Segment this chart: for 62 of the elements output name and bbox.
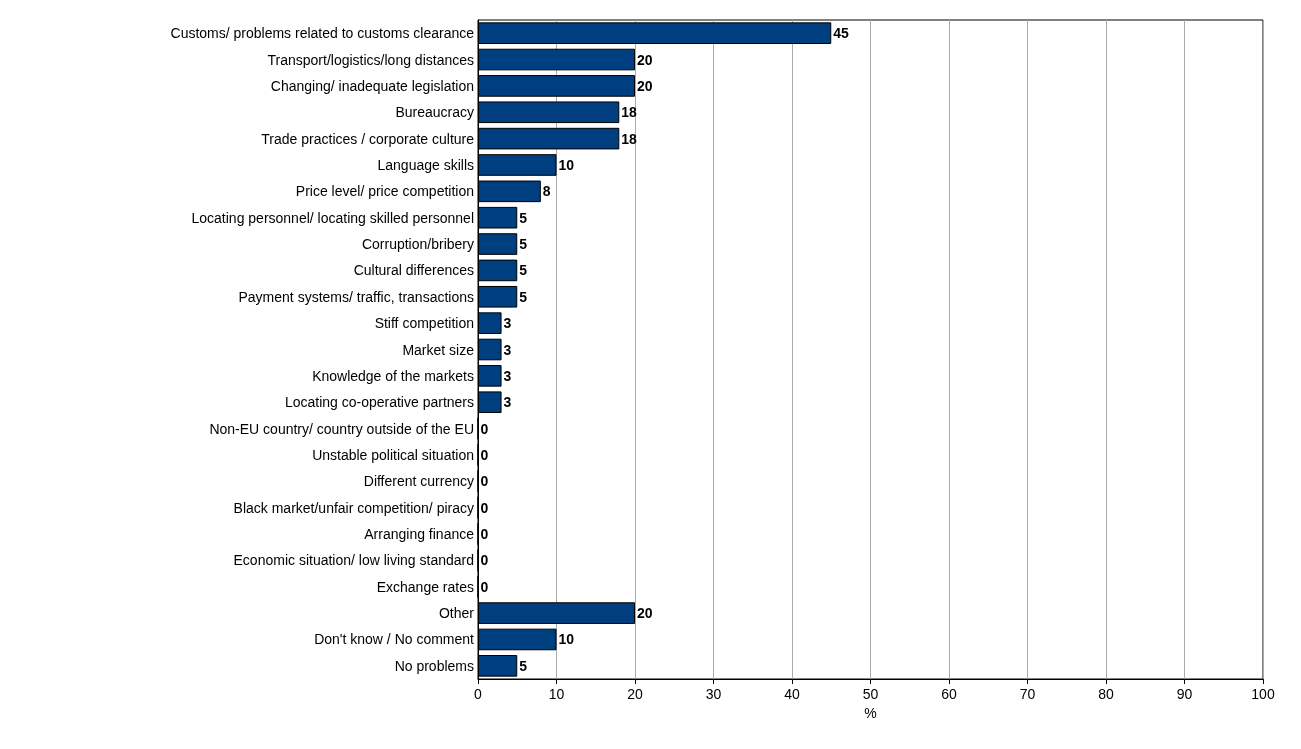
- data-label: 20: [637, 605, 653, 622]
- y-tick-label: Exchange rates: [376, 578, 474, 595]
- data-label: 5: [519, 236, 528, 253]
- data-label: 10: [558, 631, 575, 648]
- data-label: 3: [503, 394, 512, 411]
- data-label: 5: [519, 209, 528, 226]
- y-tick-label: Non-EU country/ country outside of the EU: [209, 420, 474, 437]
- data-label: 0: [480, 446, 489, 463]
- y-tick-label: Price level/ price competition: [295, 183, 474, 200]
- data-label: 8: [542, 183, 551, 200]
- x-axis-title: %: [864, 704, 877, 721]
- data-label: 3: [503, 341, 512, 358]
- y-tick-label: Market size: [402, 341, 475, 358]
- x-tick-label: 0: [474, 686, 483, 702]
- x-tick-label: 40: [784, 686, 800, 702]
- y-tick-label: Customs/ problems related to customs clearance: [170, 25, 475, 42]
- data-label: 5: [519, 262, 528, 279]
- x-tick-label: 10: [548, 686, 565, 702]
- x-tick-label: 100: [1251, 686, 1275, 702]
- x-tick-label: 90: [1176, 686, 1193, 702]
- y-tick-label: Trade practices / corporate culture: [261, 130, 475, 147]
- data-label: 0: [480, 473, 489, 490]
- data-label: 18: [621, 104, 638, 121]
- y-tick-label: Arranging finance: [364, 526, 475, 543]
- x-tick-label: 30: [705, 686, 722, 702]
- data-label: 0: [480, 526, 489, 543]
- y-tick-label: Cultural differences: [353, 262, 474, 279]
- y-tick-label: Black market/unfair competition/ piracy: [233, 499, 474, 516]
- y-tick-label: Other: [438, 605, 475, 622]
- data-label: 0: [480, 578, 489, 595]
- x-tick-label: 80: [1098, 686, 1114, 702]
- data-label: 0: [480, 499, 489, 516]
- data-label: 3: [503, 367, 512, 384]
- data-label: 3: [503, 315, 512, 332]
- data-label: 45: [833, 25, 850, 42]
- y-tick-label: Don't know / No comment: [314, 631, 475, 648]
- y-tick-label: Different currency: [363, 473, 474, 490]
- y-tick-label: Stiff competition: [374, 315, 474, 332]
- y-tick-label: Locating personnel/ locating skilled personnel: [191, 209, 474, 226]
- x-tick-label: 50: [862, 686, 879, 702]
- data-label: 0: [480, 552, 489, 569]
- x-tick-label: 20: [627, 686, 643, 702]
- data-label: 18: [621, 130, 638, 147]
- y-tick-label: Knowledge of the markets: [312, 367, 474, 384]
- y-tick-label: Economic situation/ low living standard: [233, 552, 474, 569]
- y-tick-label: Transport/logistics/long distances: [267, 51, 474, 68]
- data-label: 20: [637, 77, 653, 94]
- y-tick-label: Changing/ inadequate legislation: [270, 77, 474, 94]
- y-tick-label: Payment systems/ traffic, transactions: [238, 288, 474, 305]
- data-label: 5: [519, 288, 528, 305]
- y-tick-label: Bureaucracy: [395, 104, 474, 121]
- data-label: 5: [519, 657, 528, 674]
- y-tick-label: Locating co-operative partners: [284, 394, 474, 411]
- data-label: 0: [480, 420, 489, 437]
- y-tick-label: No problems: [394, 657, 474, 674]
- x-tick-label: 70: [1019, 686, 1036, 702]
- y-tick-label: Language skills: [377, 156, 474, 173]
- data-label: 10: [558, 156, 575, 173]
- y-tick-label: Corruption/bribery: [361, 236, 474, 253]
- y-tick-label: Unstable political situation: [312, 446, 474, 463]
- data-label: 20: [637, 51, 653, 68]
- x-tick-label: 60: [941, 686, 957, 702]
